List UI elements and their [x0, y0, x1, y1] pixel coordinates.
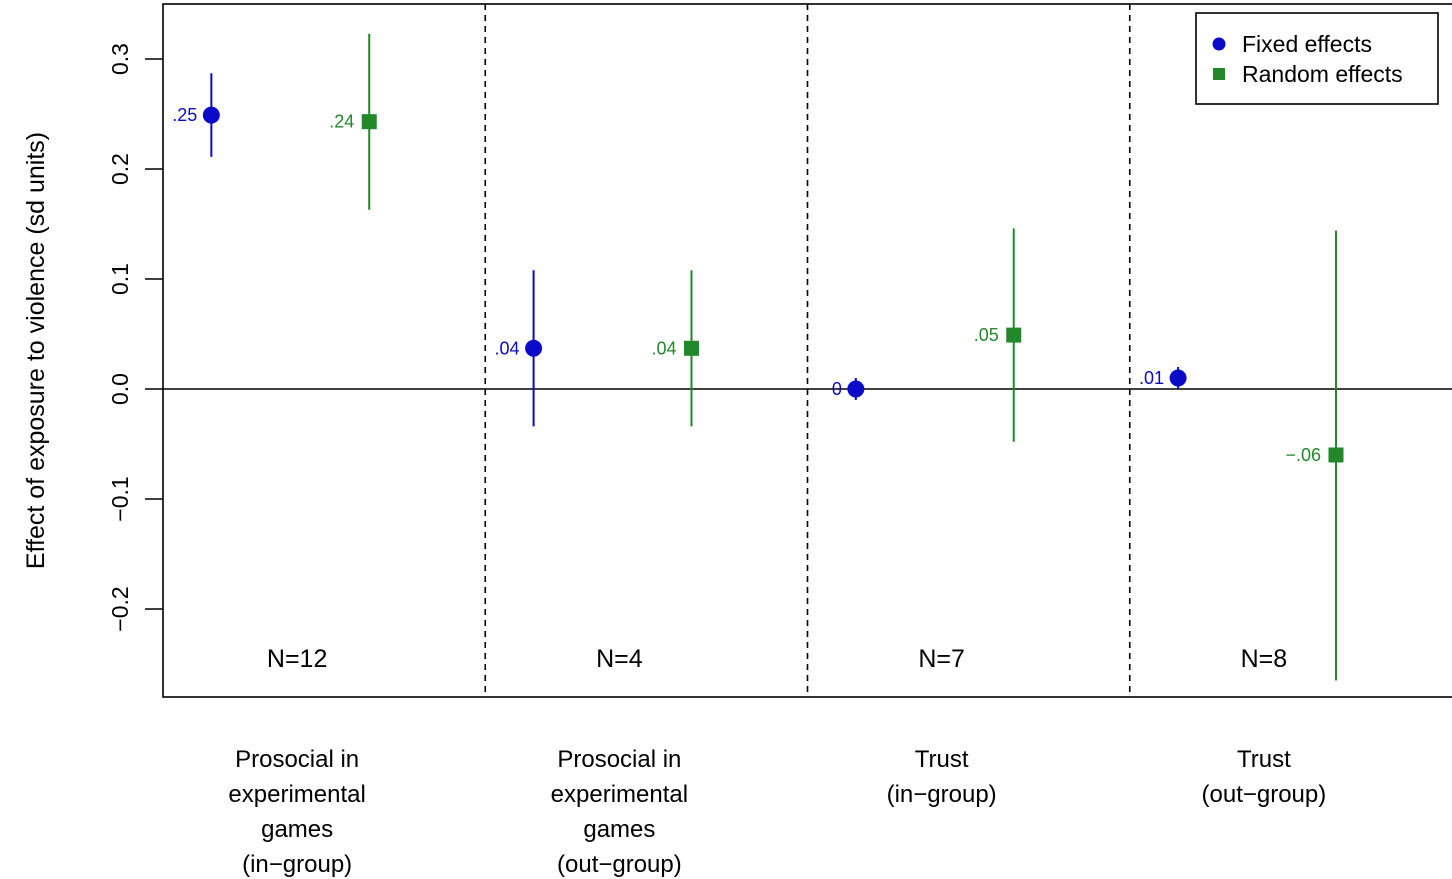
fixed-value-label: 0	[832, 379, 842, 399]
legend-fixed-marker	[1212, 37, 1226, 51]
category-label-line: Prosocial in	[235, 746, 359, 773]
fixed-value-label: .25	[172, 105, 197, 125]
legend-label: Random effects	[1242, 61, 1403, 87]
y-tick-label: −0.1	[107, 476, 133, 521]
y-tick-label: −0.2	[107, 586, 133, 631]
random-value-label: .05	[974, 325, 999, 345]
random-point	[361, 114, 377, 130]
legend-box	[1195, 12, 1439, 105]
random-point	[683, 340, 699, 356]
y-tick-label: 0.2	[107, 153, 133, 185]
fixed-point	[847, 380, 865, 398]
random-value-label: .04	[651, 338, 676, 358]
category-label-line: (out−group)	[557, 851, 682, 878]
fixed-value-label: .04	[495, 338, 520, 358]
fixed-point	[202, 106, 220, 124]
group-dividers	[484, 4, 1131, 697]
category-label-line: experimental	[228, 781, 365, 808]
random-value-label: −.06	[1285, 445, 1321, 465]
legend: Fixed effects Random effects	[1195, 12, 1439, 105]
y-tick-label: 0.0	[107, 373, 133, 405]
n-label: N=7	[918, 645, 965, 673]
random-point	[1328, 447, 1344, 463]
n-labels: N=12 N=4 N=7 N=8	[267, 645, 1287, 673]
plot-frame	[162, 3, 1452, 698]
random-value-label: .24	[329, 112, 354, 132]
n-label: N=8	[1241, 645, 1288, 673]
legend-random-marker	[1213, 68, 1225, 80]
category-label-line: (in−group)	[887, 781, 997, 808]
category-label-line: (out−group)	[1202, 781, 1327, 808]
random-point	[1006, 327, 1022, 343]
fixed-value-label: .01	[1139, 368, 1164, 388]
category-label-line: Trust	[915, 746, 969, 773]
data-marks: .25 .24 .04 .04 0 .05 .01 −.06	[172, 33, 1344, 681]
category-label-line: experimental	[551, 781, 688, 808]
category-labels: Prosocial in experimental games (in−group) P…	[228, 746, 1326, 878]
n-label: N=12	[267, 645, 327, 673]
legend-label: Fixed effects	[1242, 31, 1372, 57]
category-label-line: games	[261, 816, 333, 843]
n-label: N=4	[596, 645, 643, 673]
y-tick-label: 0.3	[107, 43, 133, 75]
y-axis-title: Effect of exposure to violence (sd units…	[22, 132, 50, 569]
category-label-line: games	[583, 816, 655, 843]
y-axis: −0.2 −0.1 0.0 0.1 0.2 0.3	[107, 43, 163, 632]
category-label-line: Trust	[1237, 746, 1291, 773]
y-tick-label: 0.1	[107, 263, 133, 295]
fixed-point	[1169, 369, 1187, 387]
category-label-line: Prosocial in	[557, 746, 681, 773]
fixed-point	[525, 339, 543, 357]
category-label-line: (in−group)	[242, 851, 352, 878]
